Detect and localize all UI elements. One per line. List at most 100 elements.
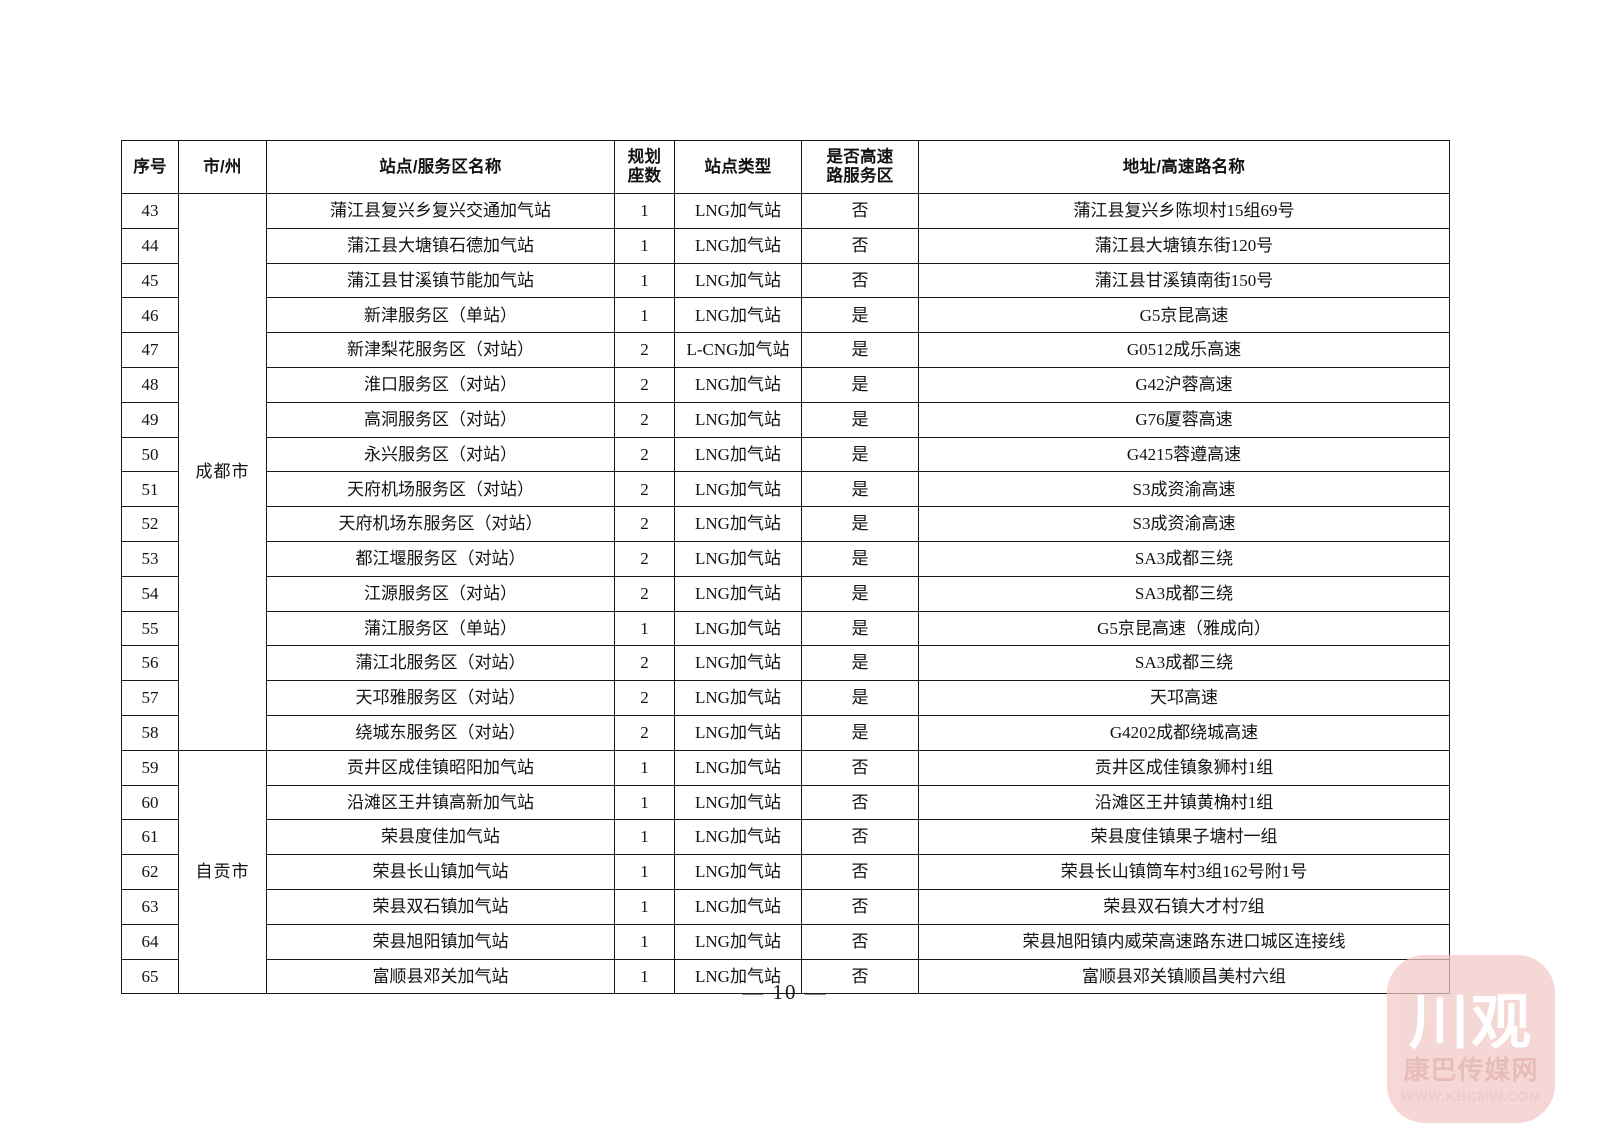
cell-index: 48 — [121, 366, 179, 403]
table-row: 47 新津梨花服务区（对站） 2 L-CNG加气站是 G0512成乐高速 — [121, 332, 1450, 368]
cell-is-highway: 是 — [801, 610, 919, 647]
cell-station-name: 荣县双石镇加气站 — [266, 888, 615, 925]
table-row: 50 永兴服务区（对站） 2 LNG加气站是 G4215蓉遵高速 — [121, 436, 1450, 473]
cell-planned-seats: 1 — [614, 297, 675, 334]
header-is-highway-line1: 是否高速 — [826, 148, 894, 167]
cell-address: SA3成都三绕 — [918, 575, 1450, 612]
cell-index: 58 — [121, 714, 179, 751]
table-row: 44 蒲江县大塘镇石德加气站 1 LNG加气站否蒲江县大塘镇东街120号 — [121, 227, 1450, 264]
page-number: — 10 — — [742, 980, 828, 1004]
cell-is-highway: 是 — [801, 401, 919, 438]
cell-index: 43 — [121, 193, 179, 229]
cell-station-type: LNG加气站 — [674, 854, 802, 890]
table-row: 43 成都市 蒲江县复兴乡复兴交通加气站 1 LNG加气站否蒲江县复兴乡陈坝村15组69… — [121, 193, 1450, 751]
header-is-highway: 是否高速 路服务区 — [801, 140, 919, 194]
cell-address: 荣县旭阳镇内威荣高速路东进口城区连接线 — [918, 923, 1450, 960]
cell-station-type: LNG加气站 — [674, 680, 802, 716]
header-address: 地址/高速路名称 — [918, 140, 1450, 194]
header-planned-seats: 规划 座数 — [614, 140, 675, 194]
cell-is-highway: 是 — [801, 332, 919, 368]
cell-planned-seats: 1 — [614, 784, 675, 821]
cell-planned-seats: 1 — [614, 610, 675, 647]
cell-address: G4215蓉遵高速 — [918, 436, 1450, 473]
cell-index: 45 — [121, 262, 179, 299]
cell-address: G5京昆高速（雅成向） — [918, 610, 1450, 647]
cell-index: 61 — [121, 819, 179, 856]
cell-planned-seats: 2 — [614, 436, 675, 473]
table-row: 62 荣县长山镇加气站 1 LNG加气站否荣县长山镇筒车村3组162号附1号 — [121, 854, 1450, 890]
cell-address: 蒲江县复兴乡陈坝村15组69号 — [918, 193, 1450, 229]
cell-planned-seats: 1 — [614, 819, 675, 856]
cell-is-highway: 否 — [801, 227, 919, 264]
cell-station-name: 荣县旭阳镇加气站 — [266, 923, 615, 960]
cell-is-highway: 是 — [801, 714, 919, 751]
cell-is-highway: 是 — [801, 506, 919, 542]
cell-station-type: LNG加气站 — [674, 193, 802, 229]
cell-station-type: LNG加气站 — [674, 958, 802, 995]
cell-planned-seats: 2 — [614, 714, 675, 751]
cell-address: G0512成乐高速 — [918, 332, 1450, 368]
cell-station-name: 绕城东服务区（对站） — [266, 714, 615, 751]
cell-station-name: 蒲江县复兴乡复兴交通加气站 — [266, 193, 615, 229]
cell-planned-seats: 2 — [614, 471, 675, 508]
watermark-url-text: WWW.KBCMW.COM — [1400, 1088, 1542, 1104]
cell-address: 荣县长山镇筒车村3组162号附1号 — [918, 854, 1450, 890]
table-body: 43 成都市 蒲江县复兴乡复兴交通加气站 1 LNG加气站否蒲江县复兴乡陈坝村15组69… — [121, 193, 1450, 995]
cell-station-name: 天府机场东服务区（对站） — [266, 506, 615, 542]
cell-index: 65 — [121, 958, 179, 995]
cell-index: 60 — [121, 784, 179, 821]
cell-index: 53 — [121, 540, 179, 577]
cell-station-type: LNG加气站 — [674, 436, 802, 473]
table-header: 序号 市/州 站点/服务区名称 规划 座数 站点类型 是否高速 路服务区 地址/… — [121, 140, 1450, 194]
cell-index: 52 — [121, 506, 179, 542]
cell-address: SA3成都三绕 — [918, 540, 1450, 577]
cell-address: 贡井区成佳镇象狮村1组 — [918, 749, 1450, 786]
header-city: 市/州 — [178, 140, 267, 194]
cell-index: 51 — [121, 471, 179, 508]
cell-index: 55 — [121, 610, 179, 647]
cell-address: 蒲江县甘溪镇南街150号 — [918, 262, 1450, 299]
table-row: 56 蒲江北服务区（对站） 2 LNG加气站是 SA3成都三绕 — [121, 645, 1450, 682]
header-planned-seats-line2: 座数 — [627, 167, 662, 185]
cell-planned-seats: 2 — [614, 401, 675, 438]
cell-city: 自贡市 — [178, 749, 267, 995]
cell-address: G4202成都绕城高速 — [918, 714, 1450, 751]
cell-station-name: 天邛雅服务区（对站） — [266, 680, 615, 716]
cell-station-name: 蒲江北服务区（对站） — [266, 645, 615, 682]
cell-is-highway: 否 — [801, 888, 919, 925]
cell-is-highway: 是 — [801, 297, 919, 334]
cell-is-highway: 是 — [801, 680, 919, 716]
cell-station-type: LNG加气站 — [674, 262, 802, 299]
cell-station-name: 淮口服务区（对站） — [266, 366, 615, 403]
cell-station-type: LNG加气站 — [674, 714, 802, 751]
table-row: 54 江源服务区（对站） 2 LNG加气站是 SA3成都三绕 — [121, 575, 1450, 612]
cell-station-type: LNG加气站 — [674, 506, 802, 542]
cell-address: SA3成都三绕 — [918, 645, 1450, 682]
table-row: 64 荣县旭阳镇加气站 1 LNG加气站否荣县旭阳镇内威荣高速路东进口城区连接线 — [121, 923, 1450, 960]
cell-station-name: 富顺县邓关加气站 — [266, 958, 615, 995]
cell-station-type: LNG加气站 — [674, 575, 802, 612]
cell-index: 46 — [121, 297, 179, 334]
cell-address: S3成资渝高速 — [918, 471, 1450, 508]
cell-index: 63 — [121, 888, 179, 925]
cell-is-highway: 否 — [801, 854, 919, 890]
cell-planned-seats: 1 — [614, 262, 675, 299]
table-row: 63 荣县双石镇加气站 1 LNG加气站否荣县双石镇大才村7组 — [121, 888, 1450, 925]
header-planned-seats-line1: 规划 — [627, 148, 662, 167]
cell-station-type: LNG加气站 — [674, 227, 802, 264]
watermark-logo: 川观 康巴传媒网 WWW.KBCMW.COM — [1387, 955, 1555, 1123]
cell-address: G5京昆高速 — [918, 297, 1450, 334]
header-index: 序号 — [121, 140, 179, 194]
cell-station-type: LNG加气站 — [674, 540, 802, 577]
table-row: 58 绕城东服务区（对站） 2 LNG加气站是 G4202成都绕城高速 — [121, 714, 1450, 751]
cell-station-name: 新津服务区（单站） — [266, 297, 615, 334]
cell-is-highway: 是 — [801, 645, 919, 682]
cell-station-type: LNG加气站 — [674, 784, 802, 821]
table-row: 48 淮口服务区（对站） 2 LNG加气站是 G42沪蓉高速 — [121, 366, 1450, 403]
cell-address: S3成资渝高速 — [918, 506, 1450, 542]
cell-address: 天邛高速 — [918, 680, 1450, 716]
cell-station-name: 蒲江县大塘镇石德加气站 — [266, 227, 615, 264]
header-is-highway-line2: 路服务区 — [826, 167, 894, 185]
cell-station-name: 江源服务区（对站） — [266, 575, 615, 612]
table-row: 46 新津服务区（单站） 1 LNG加气站是 G5京昆高速 — [121, 297, 1450, 334]
